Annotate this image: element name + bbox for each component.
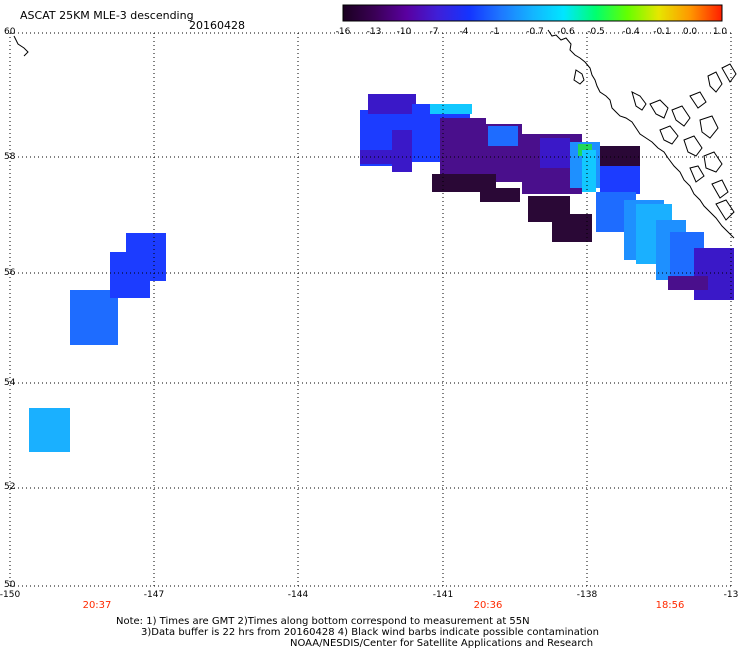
lon-label: -144 (287, 590, 309, 600)
map-date: 20160428 (189, 19, 245, 32)
lat-label: 56 (4, 268, 16, 278)
data-cell (600, 166, 640, 194)
data-cell (552, 214, 592, 242)
lon-label: -141 (432, 590, 454, 600)
note-line-3: NOAA/NESDIS/Center for Satellite Applica… (290, 638, 594, 649)
lat-label: 58 (4, 152, 16, 162)
colorbar-label: -0.4 (622, 27, 640, 37)
data-cell (70, 290, 118, 345)
data-cell (29, 408, 70, 452)
data-cell (694, 248, 734, 300)
lon-label: -147 (143, 590, 165, 600)
pass-time: 20:36 (473, 600, 503, 611)
data-cell (668, 276, 708, 290)
note-line-1: Note: 1) Times are GMT 2)Times along bot… (116, 616, 530, 627)
lat-label: 52 (4, 482, 16, 492)
lon-label: -138 (576, 590, 598, 600)
data-cell (480, 188, 520, 202)
colorbar-label: 1.0 (712, 27, 728, 37)
colorbar-label: -0.7 (526, 27, 544, 37)
colorbar-gradient (342, 4, 723, 22)
data-cell (540, 138, 570, 168)
colorbar (342, 4, 723, 22)
colorbar-label: -1 (490, 27, 500, 37)
pass-time: 20:37 (82, 600, 112, 611)
data-cell (126, 233, 166, 281)
data-cell (360, 150, 400, 164)
map-title: ASCAT 25KM MLE-3 descending (20, 9, 194, 22)
note-line-2: 3)Data buffer is 22 hrs from 20160428 4)… (141, 627, 599, 638)
colorbar-label: -0.1 (653, 27, 671, 37)
colorbar-label: -7 (429, 27, 439, 37)
colorbar-label: 0.0 (682, 27, 698, 37)
lat-label: 54 (4, 378, 16, 388)
pass-time: 18:56 (655, 600, 685, 611)
colorbar-label: -13 (366, 27, 382, 37)
gridlines (9, 32, 732, 587)
lat-label: 60 (4, 27, 16, 37)
lat-label: 50 (4, 580, 16, 590)
data-cell (582, 150, 596, 192)
colorbar-label: -0.5 (587, 27, 605, 37)
colorbar-label: -16 (335, 27, 351, 37)
colorbar-label: -10 (396, 27, 412, 37)
data-cell (488, 126, 518, 146)
data-cell (430, 104, 472, 114)
data-cell (432, 174, 496, 192)
colorbar-label: -0.6 (557, 27, 575, 37)
coastline (13, 29, 737, 239)
lon-label: -13 (723, 590, 739, 600)
data-cell (368, 94, 416, 114)
colorbar-label: -4 (459, 27, 469, 37)
lon-label: -150 (0, 590, 21, 600)
